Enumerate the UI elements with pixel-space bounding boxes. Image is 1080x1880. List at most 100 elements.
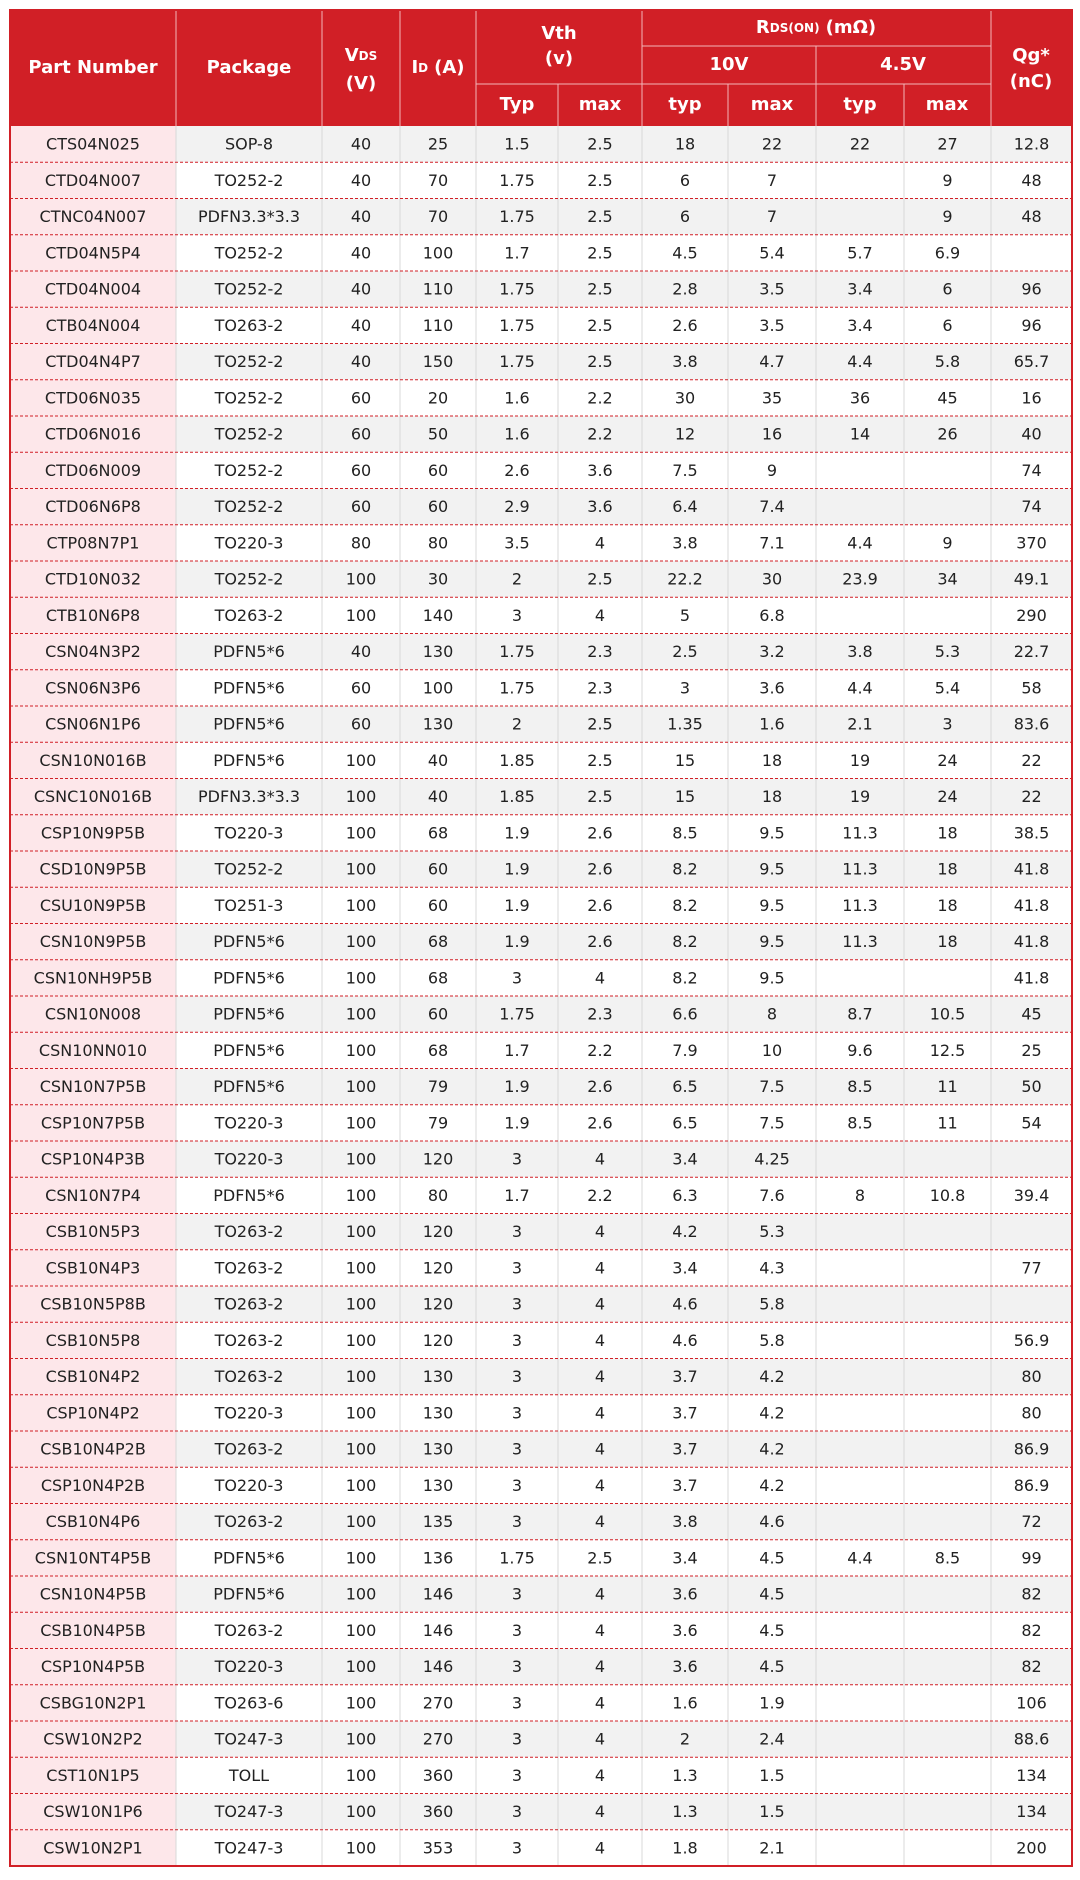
unit: (mΩ) <box>826 17 877 38</box>
cell: 3.5 <box>504 533 529 552</box>
cell: 11.3 <box>842 823 878 842</box>
cell: 96 <box>1021 316 1041 335</box>
cell: 100 <box>346 751 377 770</box>
first-cell-background <box>10 1431 176 1468</box>
cell: 370 <box>1016 533 1047 552</box>
cell: 6.8 <box>759 606 784 625</box>
cell: 2.5 <box>672 642 697 661</box>
cell: 2.6 <box>587 1113 612 1132</box>
cell: 2.5 <box>587 280 612 299</box>
cell: 22.2 <box>667 570 703 589</box>
cell: 25 <box>1021 1041 1041 1060</box>
cell: 79 <box>428 1113 448 1132</box>
cell: 3 <box>512 1331 522 1350</box>
row-background <box>10 416 1072 453</box>
row-background <box>10 1177 1072 1214</box>
cell: 1.9 <box>504 860 529 879</box>
cell: TO263-2 <box>214 1331 284 1350</box>
cell: PDFN5*6 <box>213 642 285 661</box>
cell: 49.1 <box>1014 570 1050 589</box>
cell: 1.9 <box>504 932 529 951</box>
cell: 3.4 <box>847 316 872 335</box>
cell: TO252-2 <box>214 497 284 516</box>
first-cell-background <box>10 1068 176 1105</box>
cell: CTD06N035 <box>45 388 141 407</box>
cell: CTD10N032 <box>45 570 141 589</box>
cell: 100 <box>346 1730 377 1749</box>
cell: TO220-3 <box>214 1150 284 1169</box>
cell: 4 <box>595 1621 605 1640</box>
cell: TO220-3 <box>214 1657 284 1676</box>
cell: 1.75 <box>499 678 535 697</box>
cell: 8.5 <box>847 1077 872 1096</box>
cell: 40 <box>351 243 371 262</box>
cell: CTP08N7P1 <box>47 533 140 552</box>
cell: CSN10N4P5B <box>40 1585 147 1604</box>
cell: 74 <box>1021 461 1041 480</box>
row-background <box>10 1032 1072 1069</box>
first-cell-background <box>10 416 176 453</box>
cell: 1.6 <box>672 1693 697 1712</box>
cell: 18 <box>937 860 957 879</box>
cell: 4.6 <box>672 1331 697 1350</box>
cell: 2.5 <box>587 243 612 262</box>
cell: 3 <box>512 1730 522 1749</box>
cell: CSN10N7P5B <box>40 1077 147 1096</box>
cell: PDFN5*6 <box>213 751 285 770</box>
cell: 48 <box>1021 207 1041 226</box>
cell: CSNC10N016B <box>34 787 152 806</box>
cell: 77 <box>1021 1258 1041 1277</box>
cell: 1.6 <box>504 425 529 444</box>
cell: 130 <box>423 1403 454 1422</box>
cell: 19 <box>850 751 870 770</box>
cell: 80 <box>1021 1403 1041 1422</box>
cell: 2.5 <box>587 715 612 734</box>
first-cell-background <box>10 234 176 271</box>
cell: 5.3 <box>935 642 960 661</box>
cell: 7.5 <box>672 461 697 480</box>
cell: 83.6 <box>1014 715 1050 734</box>
cell: CSN10NN010 <box>39 1041 147 1060</box>
cell: 27 <box>937 135 957 154</box>
cell: 4.4 <box>847 352 872 371</box>
cell: 3.8 <box>847 642 872 661</box>
cell: 68 <box>428 1041 448 1060</box>
cell: 40 <box>428 751 448 770</box>
cell: 1.75 <box>499 1548 535 1567</box>
cell: CSB10N4P5B <box>40 1621 146 1640</box>
cell: 74 <box>1021 497 1041 516</box>
cell: TO263-2 <box>214 1222 284 1241</box>
cell: 24 <box>937 751 957 770</box>
cell: 270 <box>423 1693 454 1712</box>
row-background <box>10 1394 1072 1431</box>
row-background <box>10 1141 1072 1178</box>
cell: 9.5 <box>759 860 784 879</box>
cell: 2.2 <box>587 1041 612 1060</box>
cell: 2.1 <box>759 1838 784 1857</box>
cell: 2.6 <box>587 1077 612 1096</box>
cell: PDFN5*6 <box>213 1548 285 1567</box>
cell: CSW10N2P1 <box>43 1838 142 1857</box>
cell: 3 <box>512 1693 522 1712</box>
first-cell-background <box>10 959 176 996</box>
first-cell-background <box>10 1394 176 1431</box>
cell: 130 <box>423 1476 454 1495</box>
cell: PDFN5*6 <box>213 1186 285 1205</box>
row-background <box>10 1576 1072 1613</box>
cell: CTS04N025 <box>46 135 140 154</box>
cell: TO252-2 <box>214 388 284 407</box>
cell: CSD10N9P5B <box>40 860 147 879</box>
cell: 3 <box>512 606 522 625</box>
cell: TO263-6 <box>214 1693 284 1712</box>
cell: 1.85 <box>499 751 535 770</box>
cell: TO220-3 <box>214 1113 284 1132</box>
cell: 3.6 <box>759 678 784 697</box>
cell: CTD06N009 <box>45 461 141 480</box>
header-rds: RDS(ON) (mΩ) <box>756 17 876 38</box>
row-background <box>10 778 1072 815</box>
cell: 60 <box>351 678 371 697</box>
row-background <box>10 524 1072 561</box>
cell: 2.5 <box>587 135 612 154</box>
header-10v-typ: typ <box>668 94 701 115</box>
cell: CSB10N4P3 <box>46 1258 141 1277</box>
